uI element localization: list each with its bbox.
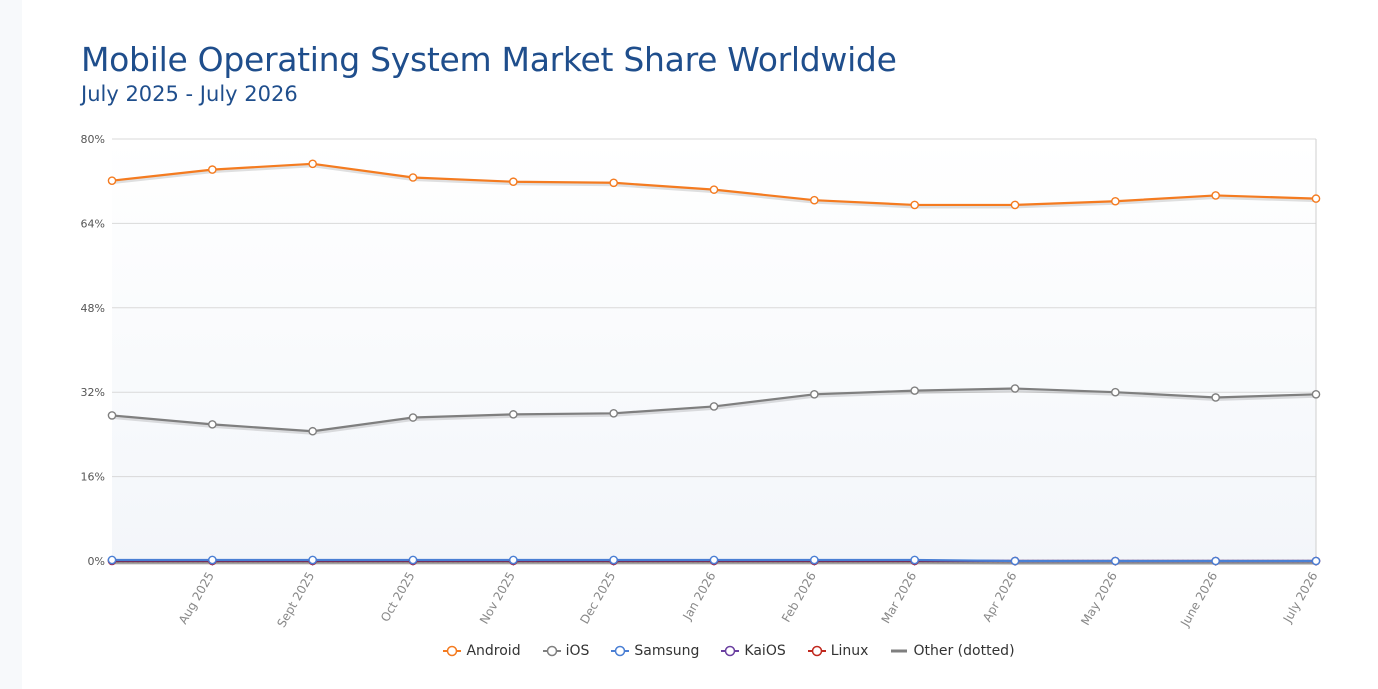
data-point-android[interactable]	[308, 159, 317, 169]
x-tick-label: May 2026	[1078, 570, 1120, 628]
data-point-samsung[interactable]	[810, 555, 819, 565]
circle-marker-icon	[721, 645, 740, 657]
circle-marker-icon	[542, 645, 561, 657]
data-point-android[interactable]	[408, 173, 418, 182]
legend-label: Other (dotted)	[913, 643, 1015, 659]
x-tick-label: Dec 2025	[577, 570, 618, 627]
x-tick-label: Aug 2025	[176, 570, 217, 627]
data-point-ios[interactable]	[1010, 384, 1020, 393]
legend-item-other[interactable]: Other (dotted)	[890, 643, 1015, 659]
line-chart: 0% 16% 32% 48% 64% 80% Aug 2025 Sept 2025 Oct 2…	[81, 133, 1321, 630]
data-point-ios[interactable]	[1211, 393, 1220, 402]
data-point-android[interactable]	[609, 178, 618, 188]
data-point-samsung[interactable]	[107, 555, 117, 565]
data-point-android[interactable]	[1111, 196, 1120, 206]
data-point-ios[interactable]	[810, 390, 819, 399]
y-tick-label: 48%	[81, 302, 105, 315]
data-point-ios[interactable]	[709, 402, 719, 411]
data-point-samsung[interactable]	[308, 555, 317, 565]
circle-marker-icon	[611, 645, 630, 657]
legend-item-linux[interactable]: Linux	[807, 643, 869, 659]
data-point-samsung[interactable]	[509, 555, 518, 565]
data-point-samsung[interactable]	[208, 555, 217, 565]
x-tick-label: Apr 2026	[980, 570, 1020, 625]
y-tick-label: 16%	[81, 471, 105, 484]
data-point-samsung[interactable]	[1111, 556, 1120, 566]
legend-label: iOS	[565, 643, 590, 659]
data-point-android[interactable]	[509, 177, 518, 187]
data-point-ios[interactable]	[208, 420, 217, 429]
data-point-samsung[interactable]	[709, 555, 719, 565]
data-point-android[interactable]	[1010, 200, 1020, 210]
y-tick-label: 32%	[81, 386, 105, 399]
data-point-samsung[interactable]	[408, 555, 418, 565]
x-tick-label: Nov 2025	[477, 570, 518, 627]
x-tick-label: Sept 2025	[274, 570, 317, 630]
data-point-ios[interactable]	[1111, 387, 1120, 397]
data-point-android[interactable]	[208, 165, 217, 174]
chart-subtitle: July 2025 - July 2026	[81, 82, 298, 106]
legend-item-kaios[interactable]: KaiOS	[721, 643, 786, 659]
data-point-samsung[interactable]	[1211, 556, 1220, 566]
data-point-android[interactable]	[810, 195, 819, 205]
chart-title: Mobile Operating System Market Share Wor…	[81, 40, 897, 79]
data-point-samsung[interactable]	[910, 555, 919, 565]
data-point-ios[interactable]	[107, 411, 117, 420]
data-point-ios[interactable]	[308, 426, 317, 436]
data-point-samsung[interactable]	[1311, 556, 1321, 566]
data-point-android[interactable]	[1211, 191, 1220, 200]
legend: Android iOS Samsung KaiOS Linux Other (dotted…	[0, 643, 1378, 659]
data-point-android[interactable]	[709, 185, 719, 194]
y-tick-label: 80%	[81, 133, 105, 146]
line-marker-icon	[891, 649, 908, 653]
data-point-ios[interactable]	[910, 386, 919, 395]
data-point-android[interactable]	[1311, 194, 1321, 203]
data-point-samsung[interactable]	[609, 555, 618, 565]
x-tick-label: Jan 2026	[680, 570, 719, 624]
data-point-ios[interactable]	[1311, 390, 1321, 399]
y-tick-label: 0%	[88, 555, 105, 568]
data-point-android[interactable]	[910, 200, 919, 210]
circle-marker-icon	[443, 645, 462, 657]
legend-label: Android	[466, 643, 521, 659]
x-tick-label: Mar 2026	[879, 570, 920, 626]
data-point-android[interactable]	[107, 176, 117, 185]
x-tick-label: Feb 2026	[779, 570, 819, 625]
legend-item-ios[interactable]: iOS	[542, 643, 590, 659]
data-point-samsung[interactable]	[1010, 556, 1020, 566]
circle-marker-icon	[807, 645, 826, 657]
data-point-ios[interactable]	[609, 408, 618, 418]
legend-label: KaiOS	[744, 643, 786, 659]
x-tick-label: July 2026	[1280, 570, 1321, 626]
plot-area	[112, 139, 1316, 561]
legend-label: Samsung	[634, 643, 700, 659]
x-tick-label: June 2026	[1177, 570, 1220, 630]
legend-label: Linux	[830, 643, 869, 659]
x-tick-label: Oct 2025	[378, 570, 418, 625]
data-point-ios[interactable]	[509, 410, 518, 419]
y-tick-label: 64%	[81, 217, 105, 230]
legend-item-samsung[interactable]: Samsung	[611, 643, 699, 659]
data-point-ios[interactable]	[408, 413, 418, 422]
legend-item-android[interactable]: Android	[443, 643, 521, 659]
